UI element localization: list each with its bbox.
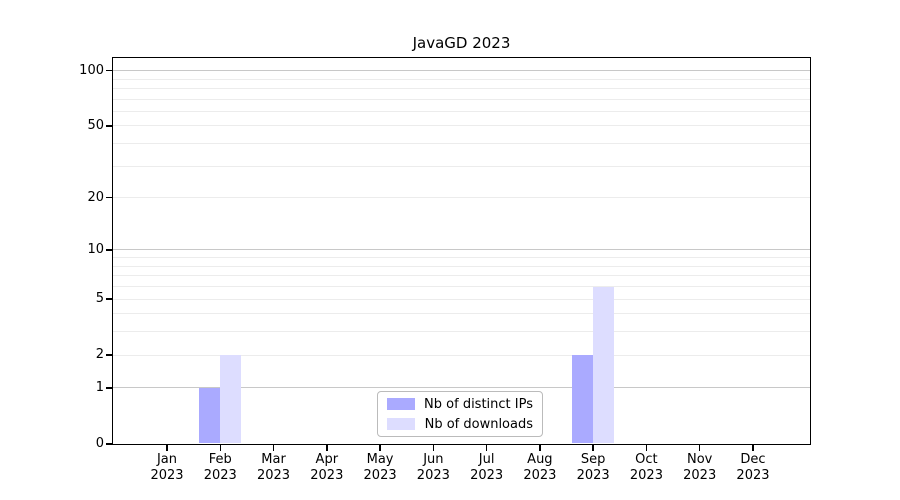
bar-distinct-ips xyxy=(572,355,594,443)
x-tick-year: 2023 xyxy=(736,468,770,483)
x-tick-month: Jan xyxy=(156,452,178,467)
x-tick-label: Feb 2023 xyxy=(190,452,250,484)
x-tick-mark xyxy=(592,445,594,451)
y-tick-label: 1 xyxy=(95,379,104,395)
x-tick-mark xyxy=(326,445,328,451)
legend-label-downloads: Nb of downloads xyxy=(424,416,533,432)
legend-row-downloads: Nb of downloads xyxy=(387,416,533,433)
gridline-major xyxy=(113,70,810,72)
x-tick-label: Aug 2023 xyxy=(510,452,570,484)
y-tick-label: 100 xyxy=(79,62,104,78)
gridline-minor xyxy=(113,143,810,145)
x-tick-label: Sep 2023 xyxy=(563,452,623,484)
x-tick-label: Dec 2023 xyxy=(723,452,783,484)
gridline-minor xyxy=(113,354,810,356)
x-tick-mark xyxy=(379,445,381,451)
y-tick-mark xyxy=(106,387,112,389)
x-tick-year: 2023 xyxy=(576,468,610,483)
y-tick-mark xyxy=(106,249,112,251)
gridline-major xyxy=(113,387,810,389)
x-tick-mark xyxy=(166,445,168,451)
x-tick-month: Jun xyxy=(423,452,444,467)
bar-downloads xyxy=(593,286,615,443)
x-tick-label: May 2023 xyxy=(350,452,410,484)
legend-row-distinct-ips: Nb of distinct IPs xyxy=(387,396,533,413)
y-tick-mark xyxy=(106,443,112,445)
x-tick-label: Oct 2023 xyxy=(616,452,676,484)
gridline-minor xyxy=(113,286,810,288)
gridline-minor xyxy=(113,313,810,315)
bar-distinct-ips xyxy=(199,387,221,443)
gridline-minor xyxy=(113,165,810,167)
x-tick-month: Apr xyxy=(315,452,339,467)
x-tick-year: 2023 xyxy=(150,468,184,483)
gridline-minor xyxy=(113,87,810,89)
y-tick-mark xyxy=(106,354,112,356)
x-tick-month: Oct xyxy=(635,452,658,467)
x-tick-month: May xyxy=(366,452,394,467)
legend-swatch-downloads xyxy=(387,418,415,430)
x-tick-year: 2023 xyxy=(470,468,504,483)
x-tick-label: Apr 2023 xyxy=(297,452,357,484)
y-tick-label: 50 xyxy=(87,117,104,133)
gridline-minor xyxy=(113,257,810,259)
x-tick-label: Jan 2023 xyxy=(137,452,197,484)
legend: Nb of distinct IPs Nb of downloads xyxy=(377,391,543,437)
gridline-minor xyxy=(113,110,810,112)
x-tick-label: Jun 2023 xyxy=(403,452,463,484)
x-tick-year: 2023 xyxy=(310,468,344,483)
x-tick-year: 2023 xyxy=(629,468,663,483)
y-tick-mark xyxy=(106,125,112,127)
x-tick-month: Nov xyxy=(687,452,713,467)
y-tick-label: 10 xyxy=(87,241,104,257)
legend-label-distinct-ips: Nb of distinct IPs xyxy=(424,396,533,412)
x-tick-year: 2023 xyxy=(363,468,397,483)
x-tick-mark xyxy=(645,445,648,451)
gridline-minor xyxy=(113,197,810,199)
chart-title: JavaGD 2023 xyxy=(412,34,511,52)
gridline-minor xyxy=(113,275,810,277)
x-tick-mark xyxy=(219,445,222,451)
x-tick-month: Dec xyxy=(740,452,766,467)
x-tick-mark xyxy=(485,445,488,451)
x-tick-month: Sep xyxy=(580,452,606,467)
y-tick-label: 5 xyxy=(95,291,104,307)
x-tick-year: 2023 xyxy=(203,468,237,483)
x-tick-month: Mar xyxy=(261,452,286,467)
bar-downloads xyxy=(220,355,242,443)
gridline-minor xyxy=(113,78,810,80)
x-tick-label: Jul 2023 xyxy=(457,452,517,484)
y-tick-mark xyxy=(106,298,112,300)
y-tick-mark xyxy=(106,69,112,72)
x-tick-mark xyxy=(698,445,701,451)
x-tick-year: 2023 xyxy=(256,468,291,483)
x-tick-year: 2023 xyxy=(683,468,717,483)
x-tick-label: Nov 2023 xyxy=(670,452,730,484)
x-tick-mark xyxy=(272,445,275,451)
y-tick-label: 2 xyxy=(95,347,104,363)
x-tick-month: Aug xyxy=(527,452,553,467)
x-tick-label: Mar 2023 xyxy=(244,452,304,484)
gridline-minor xyxy=(113,265,810,267)
y-tick-label: 20 xyxy=(87,189,104,205)
x-tick-month: Jul xyxy=(478,452,495,467)
gridline-minor xyxy=(113,98,810,100)
x-tick-mark xyxy=(539,445,541,451)
x-tick-month: Feb xyxy=(208,452,232,467)
x-tick-year: 2023 xyxy=(416,468,450,483)
gridline-major xyxy=(113,249,810,251)
x-tick-mark xyxy=(432,445,435,451)
gridline-minor xyxy=(113,125,810,127)
legend-swatch-distinct-ips xyxy=(387,398,415,410)
y-tick-mark xyxy=(106,196,112,199)
gridline-minor xyxy=(113,298,810,300)
x-tick-year: 2023 xyxy=(523,468,557,483)
gridline-minor xyxy=(113,331,810,333)
x-tick-mark xyxy=(752,445,754,451)
y-tick-label: 0 xyxy=(95,436,104,451)
